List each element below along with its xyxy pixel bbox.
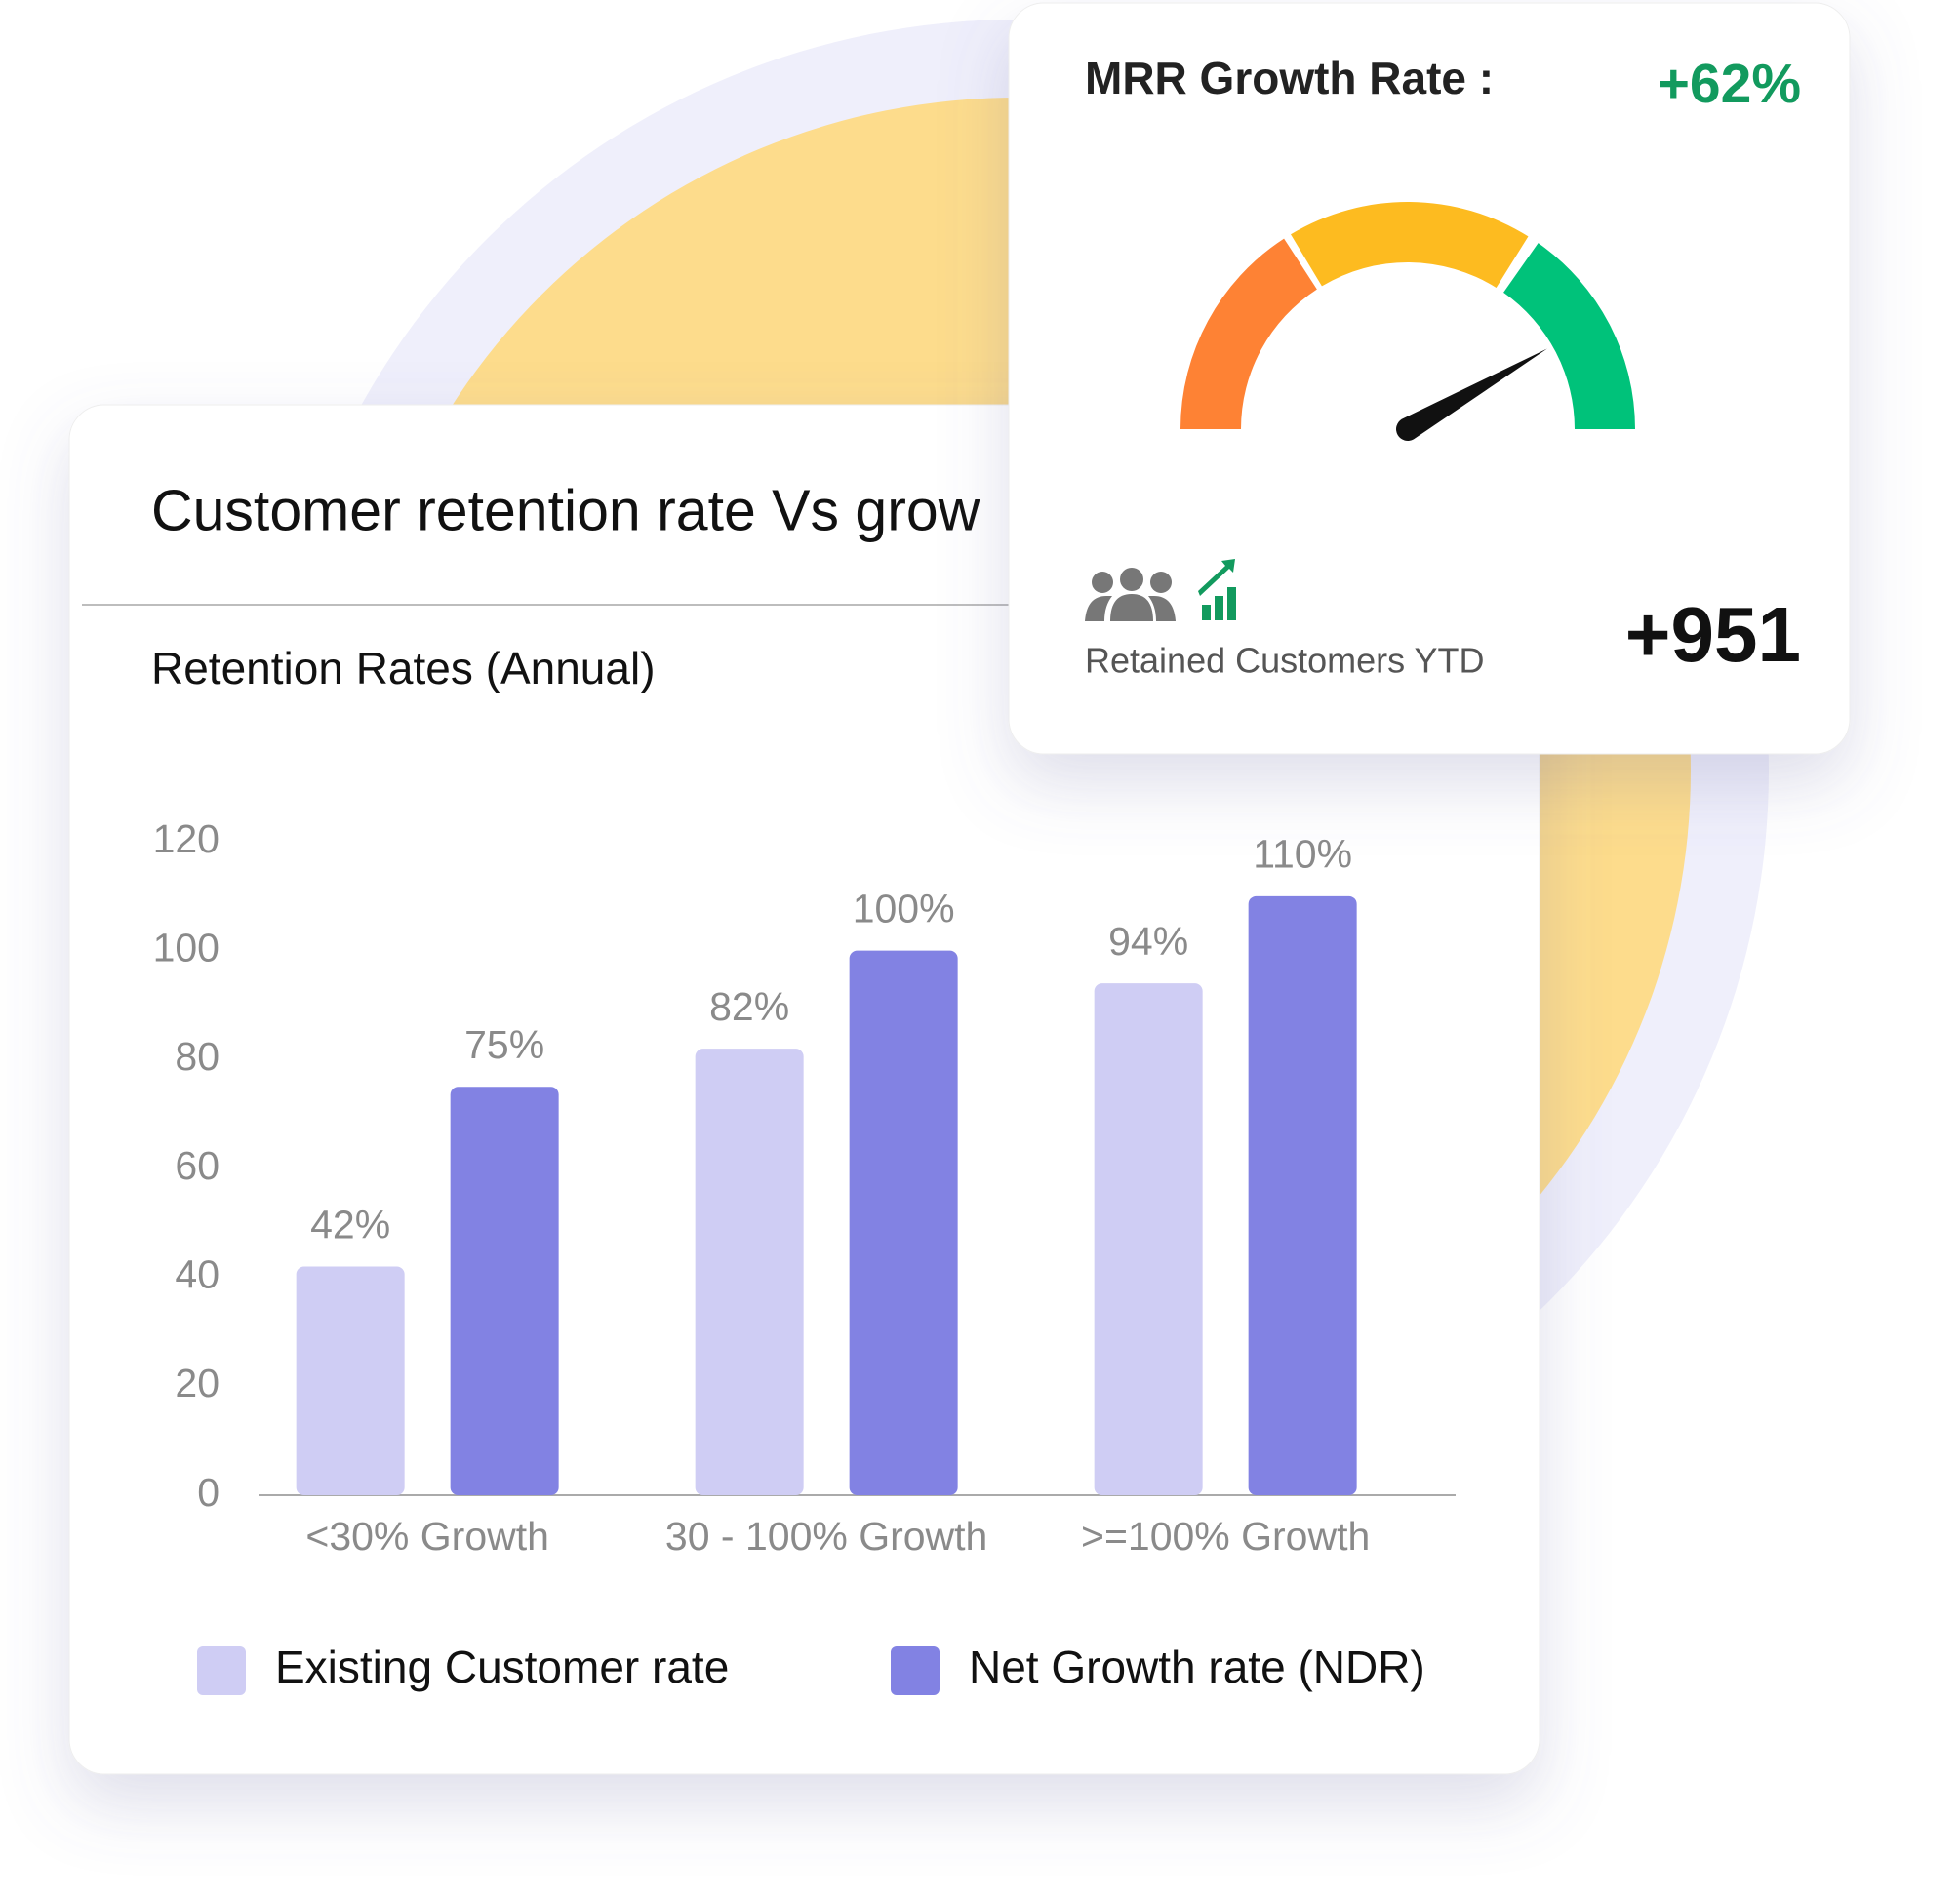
mrr-value: +62% — [1658, 53, 1801, 115]
gauge-arc — [1290, 201, 1529, 288]
bar — [1094, 983, 1203, 1495]
chart-subtitle: Retention Rates (Annual) — [151, 643, 656, 693]
gauge — [1180, 201, 1635, 441]
people-icon — [1085, 568, 1176, 621]
gauge-needle — [1396, 348, 1547, 441]
value-label: 42% — [310, 1202, 390, 1247]
y-tick-label: 60 — [175, 1143, 220, 1188]
legend-label: Net Growth rate (NDR) — [969, 1642, 1425, 1692]
value-label: 94% — [1108, 919, 1188, 964]
x-tick-label: 30 - 100% Growth — [665, 1514, 987, 1559]
y-tick-label: 100 — [153, 925, 220, 970]
gauge-arc — [1180, 238, 1317, 429]
growth-icon — [1198, 559, 1236, 620]
chart-title: Customer retention rate Vs grow — [151, 479, 980, 543]
bar — [1248, 895, 1357, 1495]
bar — [296, 1266, 405, 1495]
legend-swatch — [197, 1646, 246, 1695]
value-label: 82% — [709, 984, 789, 1029]
y-tick-label: 20 — [175, 1361, 220, 1406]
card-bg — [1008, 2, 1851, 755]
bar — [450, 1087, 559, 1495]
retained-value: +951 — [1625, 591, 1801, 678]
plot: 0 20 40 60 80 100 120 <30% Growth 42% 75% 30 - 100… — [153, 816, 1456, 1695]
x-tick-label: <30% Growth — [305, 1514, 549, 1559]
retained-label: Retained Customers YTD — [1085, 641, 1485, 681]
value-label: 100% — [853, 886, 955, 931]
y-tick-label: 0 — [197, 1470, 220, 1515]
y-tick-label: 120 — [153, 816, 220, 861]
legend-label: Existing Customer rate — [275, 1642, 729, 1692]
gauge-arc — [1503, 243, 1635, 429]
legend-swatch — [891, 1646, 940, 1695]
bar — [849, 950, 958, 1495]
y-tick-label: 40 — [175, 1251, 220, 1296]
mrr-card: MRR Growth Rate : +62% Retained Customer… — [1008, 2, 1851, 755]
mrr-title: MRR Growth Rate : — [1085, 53, 1494, 103]
y-tick-label: 80 — [175, 1034, 220, 1079]
bar — [695, 1049, 804, 1495]
value-label: 110% — [1253, 832, 1352, 877]
value-label: 75% — [464, 1022, 544, 1067]
x-tick-label: >=100% Growth — [1081, 1514, 1370, 1559]
